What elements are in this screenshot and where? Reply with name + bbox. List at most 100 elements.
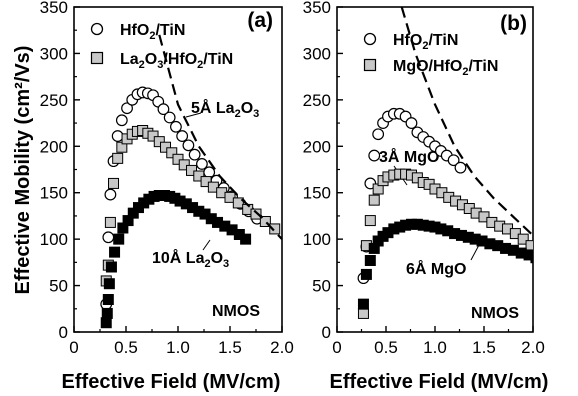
legend-marker-la2o3 [90, 51, 104, 65]
leader-line [202, 239, 211, 251]
data-point-circle [104, 188, 117, 201]
annotation-6a-mgo: 6Å MgO [406, 259, 466, 278]
x-tick-label: 2.0 [521, 338, 545, 357]
data-point-gray-square [147, 130, 159, 142]
y-tick-label: 0 [322, 323, 331, 342]
data-point-black-square [530, 252, 533, 264]
legend: HfO2/TiN MgO/HfO2/TiN [363, 32, 498, 78]
data-point-circle [454, 161, 467, 174]
data-point-gray-square [200, 176, 212, 188]
data-point-black-square [364, 255, 376, 266]
data-point-black-square [523, 249, 533, 261]
leader-line [185, 112, 202, 118]
plot-area [100, 34, 282, 329]
legend-marker-mgo [363, 58, 377, 72]
y-tick-label: 150 [303, 184, 331, 203]
x-axis-title-b: Effective Field (MV/cm) [330, 371, 549, 393]
data-point-circle [121, 102, 133, 115]
data-point-gray-square [232, 197, 244, 209]
y-tick-label: 100 [303, 230, 331, 249]
x-axis-title-a: Effective Field (MV/cm) [62, 371, 281, 393]
y-axis-title: Effective Mobility (cm²/Vs) [12, 46, 34, 295]
y-tick-label: 300 [40, 44, 68, 63]
panel-label: (a) [247, 9, 273, 32]
chart-panel-b: 0 0.5 1.0 1.5 2.0 0 50 100 150 200 250 300 350 (b) H… [303, 0, 545, 357]
data-point-circle [188, 148, 201, 161]
leader-line [470, 244, 480, 261]
data-point-gray-square [112, 152, 124, 164]
y-tick-label: 200 [303, 137, 331, 156]
data-point-black-square [100, 317, 112, 329]
data-point-gray-square [108, 177, 120, 189]
data-point-circle [447, 154, 460, 167]
x-tick-label: 2.0 [270, 338, 294, 357]
legend-marker-hfo2 [90, 22, 104, 36]
data-point-black-square [103, 278, 115, 290]
annotation-5a-la2o3: 5Å La2O3 [191, 98, 259, 120]
y-tick-label: 250 [303, 91, 331, 110]
data-point-gray-square [160, 141, 172, 153]
annotation-nmos: NMOS [471, 305, 519, 322]
y-tick-label: 50 [312, 277, 331, 296]
data-point-black-square [113, 233, 125, 245]
data-point-gray-square [517, 233, 529, 245]
data-point-black-square [105, 261, 117, 273]
data-point-circle [170, 120, 182, 133]
data-point-black-square [360, 268, 372, 280]
data-point-black-square [357, 298, 369, 310]
data-point-gray-square [364, 215, 376, 227]
series [400, 7, 533, 237]
data-point-circle [115, 114, 128, 127]
x-tick-label: 0.5 [374, 338, 398, 357]
data-point-gray-square [186, 164, 198, 176]
data-point-gray-square [224, 191, 236, 203]
tick-group: 0 0.5 1.0 1.5 2.0 0 50 100 150 200 250 300 350 [303, 0, 545, 357]
data-point-gray-square [207, 181, 219, 193]
y-tick-label: 0 [59, 323, 68, 342]
dashed-reference-line [400, 7, 533, 237]
data-point-black-square [101, 307, 113, 319]
data-point-gray-square [525, 240, 533, 252]
tick-group: 0 0.5 1.0 1.5 2.0 0 50 100 150 200 250 300 350 [40, 0, 294, 357]
data-point-gray-square [153, 136, 165, 148]
data-point-circle [157, 103, 170, 116]
legend-label-hfo2: HfO2/TiN [393, 32, 458, 52]
legend-label-mgo: MgO/HfO2/TiN [393, 58, 498, 78]
x-tick-label: 1.0 [423, 338, 447, 357]
legend-label-la2o3: La2O3/HfO2/TiN [120, 51, 233, 71]
data-point-gray-square [166, 147, 178, 159]
y-tick-label: 350 [303, 0, 331, 17]
y-tick-label: 100 [40, 230, 68, 249]
data-point-gray-square [269, 223, 281, 235]
annotation-3a-mgo: 3Å MgO [379, 147, 439, 166]
data-point-gray-square [193, 170, 205, 182]
legend-label-hfo2: HfO2/TiN [120, 22, 185, 42]
y-tick-label: 350 [40, 0, 68, 17]
dashed-reference-line [158, 34, 282, 240]
series [357, 168, 533, 319]
x-tick-label: 0 [332, 338, 341, 357]
data-point-circle [405, 117, 418, 129]
series [100, 125, 281, 287]
y-tick-label: 150 [40, 184, 68, 203]
series [158, 34, 282, 240]
data-point-circle [182, 139, 195, 152]
data-point-gray-square [250, 208, 262, 220]
plot-area [357, 7, 533, 319]
data-point-circle [176, 130, 189, 142]
annotation-nmos: NMOS [212, 303, 260, 320]
annotation-10a-la2o3: 10Å La2O3 [152, 248, 229, 270]
data-point-gray-square [368, 194, 380, 206]
data-point-black-square [240, 233, 252, 245]
y-tick-label: 300 [303, 44, 331, 63]
y-tick-label: 50 [49, 277, 68, 296]
x-tick-label: 0.5 [114, 338, 138, 357]
x-tick-label: 1.5 [472, 338, 496, 357]
data-point-gray-square [478, 211, 490, 223]
data-point-gray-square [104, 216, 116, 228]
data-point-gray-square [259, 216, 271, 227]
data-point-gray-square [172, 153, 184, 165]
data-point-gray-square [509, 228, 521, 240]
legend: HfO2/TiN La2O3/HfO2/TiN [90, 22, 233, 71]
